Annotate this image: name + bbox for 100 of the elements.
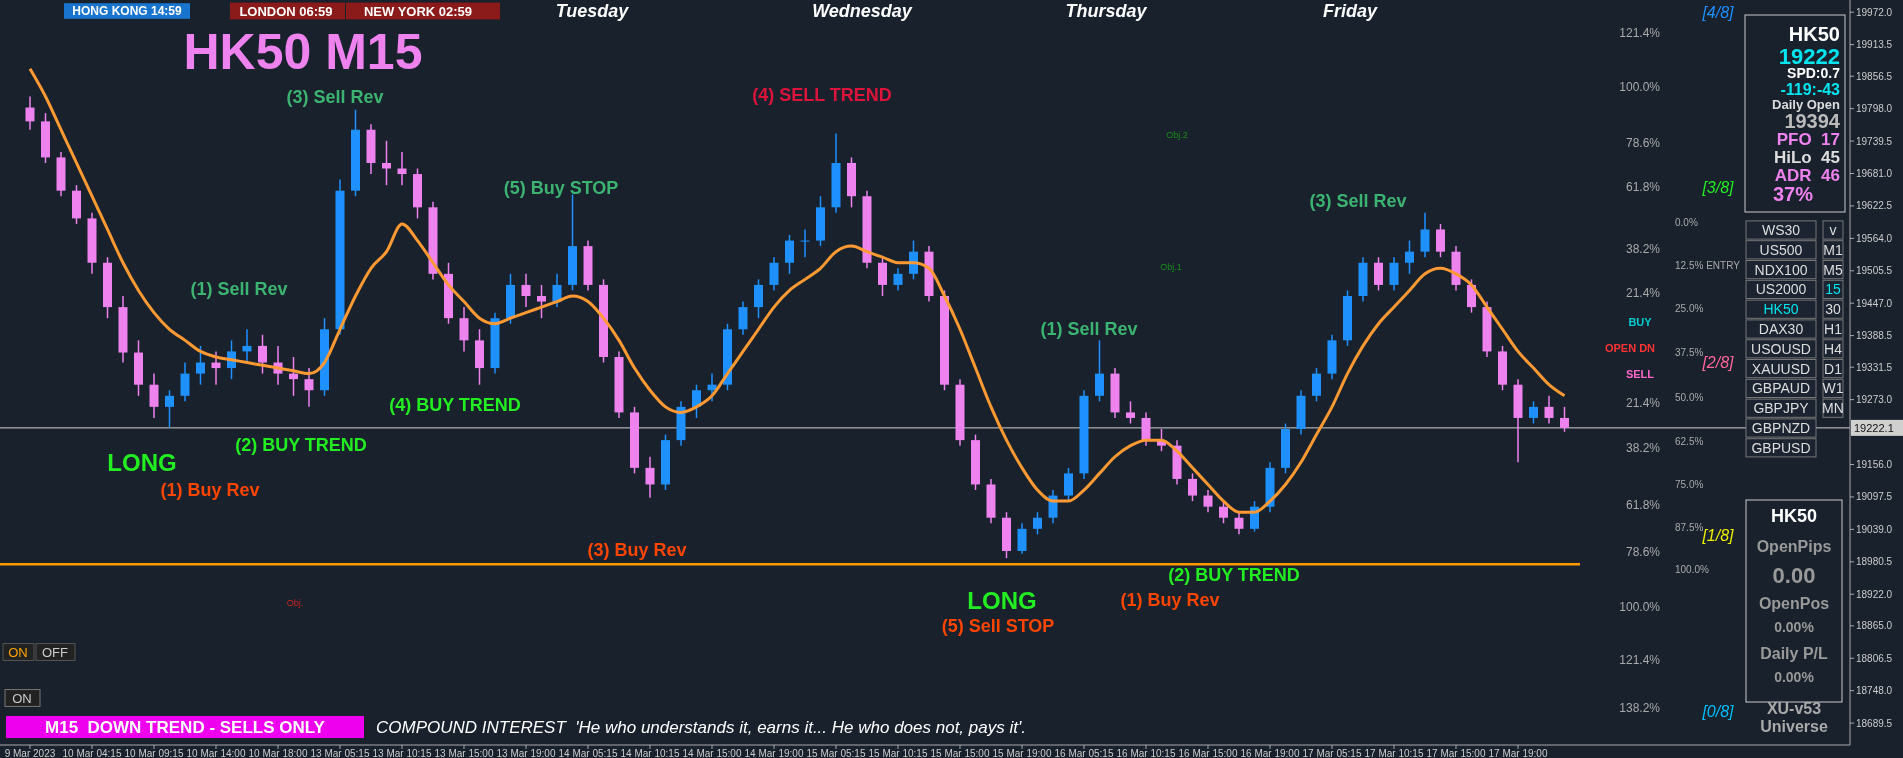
candlestick [459,306,469,353]
y-tick-label: 19798.0 [1856,103,1893,115]
text: SELL [1625,368,1655,380]
text: BUY [1628,316,1653,328]
text: Universe [1760,717,1828,735]
text: DAX30 [1758,321,1804,337]
x-tick-label: 16 Mar 19:00 [1240,747,1300,758]
text: ADR 46 [1774,165,1840,185]
y-tick-label: 19039.0 [1856,523,1893,535]
x-tick-label: 13 Mar 19:00 [496,747,556,758]
text: OpenPos [1758,594,1830,612]
candlestick [1033,511,1042,536]
y-tick-label: 19331.5 [1856,361,1893,373]
text: GBPJPY [1753,400,1810,417]
annotation: (4) BUY TREND [389,395,521,415]
candlestick [1188,472,1197,502]
text: -119:-43 [1780,80,1841,98]
x-tick-label: 15 Mar 05:15 [806,747,866,758]
candlestick [242,328,252,364]
annotation: M15 DOWN TREND - SELLS ONLY [45,717,326,737]
candlestick [521,273,531,308]
x-tick-label: 10 Mar 14:00 [186,747,246,758]
y-tick-label: 18922.0 [1856,588,1893,600]
x-tick-label: 17 Mar 05:15 [1302,747,1362,758]
annotation: Obj.1 [1160,262,1182,272]
text: Daily P/L [1760,644,1829,662]
text: 100.0% [1675,563,1710,575]
candlestick [754,278,763,319]
text: 38.2% [1625,441,1661,455]
annotation: (5) Sell STOP [941,616,1055,636]
candlestick [785,234,794,275]
y-tick-label: 19156.0 [1856,459,1893,471]
candlestick [1095,339,1104,403]
annotation: LONG [967,586,1037,614]
x-tick-label: 15 Mar 10:15 [868,747,928,758]
text: 87.5% [1675,521,1704,533]
text: PFO 17 [1776,129,1840,149]
y-tick-label: 19564.0 [1856,232,1893,244]
text: 62.5% [1675,435,1704,447]
candlestick [196,345,205,386]
candlestick [738,300,748,336]
y-tick-label: 19388.5 [1856,330,1893,342]
x-tick-label: 14 Mar 15:00 [682,747,742,758]
text: [0/8] [1701,702,1735,720]
annotation: Tuesday [555,1,630,21]
candlestick [149,372,159,419]
candlestick [1219,500,1228,525]
y-tick-label: 19622.5 [1856,200,1893,212]
candlestick [692,383,701,419]
candlestick [1544,395,1554,425]
y-tick-label: 19681.0 [1856,168,1893,179]
text: 75.0% [1675,478,1704,490]
text: 100.0% [1619,600,1661,614]
candlestick [211,350,221,386]
x-tick-label: 14 Mar 10:15 [620,747,680,758]
y-tick-label: 19273.0 [1856,394,1893,406]
candlestick [1017,522,1027,555]
x-tick-label: 10 Mar 09:15 [124,747,184,758]
annotation: LONDON 06:59 [239,3,333,19]
text: US2000 [1755,281,1807,298]
candlestick [1560,406,1569,433]
x-tick-label: 13 Mar 10:15 [372,747,432,758]
annotation: Obj. [286,598,304,608]
text: 12.5% ENTRY [1675,259,1741,271]
x-tick-label: 15 Mar 15:00 [930,747,990,758]
candlestick [1312,367,1321,403]
x-tick-label: 17 Mar 10:15 [1364,747,1424,758]
x-tick-label: 13 Mar 15:00 [434,747,494,758]
candlestick [397,151,407,186]
candlestick [1141,411,1151,447]
annotation: (2) BUY TREND [1168,565,1300,585]
text: 0.00 [1772,562,1816,588]
text: US500 [1759,241,1803,258]
x-tick-label: 16 Mar 10:15 [1116,747,1176,758]
text: 78.6% [1625,136,1661,150]
x-tick-label: 14 Mar 19:00 [744,747,804,758]
candlestick [382,140,391,186]
y-tick-label: 18748.0 [1856,685,1893,697]
text: v [1829,222,1837,238]
x-tick-label: 13 Mar 05:15 [310,747,370,758]
annotation: COMPOUND INTEREST 'He who understands it, earns it... He who does not, pays it'. [376,717,1026,737]
text: 78.6% [1625,545,1661,559]
candlestick [878,256,887,297]
annotation: (3) Sell Rev [286,87,384,107]
text: GBPUSD [1751,439,1811,456]
candlestick [1436,223,1445,258]
x-tick-label: 10 Mar 04:15 [62,747,122,758]
annotation: (1) Buy Rev [1120,590,1220,610]
text: HiLo 45 [1773,147,1840,167]
x-tick-label: 9 Mar 2023 [4,747,56,758]
text: XAUUSD [1751,360,1811,377]
text: [4/8] [1701,3,1735,21]
y-tick-label: 19505.5 [1856,265,1893,277]
x-tick-label: 15 Mar 19:00 [992,747,1052,758]
text: HK50 [1788,23,1840,45]
text: GBPNZD [1751,420,1811,436]
text: USOUSD [1751,340,1811,357]
annotation: (4) SELL TREND [752,85,892,105]
x-tick-label: 16 Mar 05:15 [1054,747,1114,758]
annotation: (3) Buy Rev [587,540,687,560]
